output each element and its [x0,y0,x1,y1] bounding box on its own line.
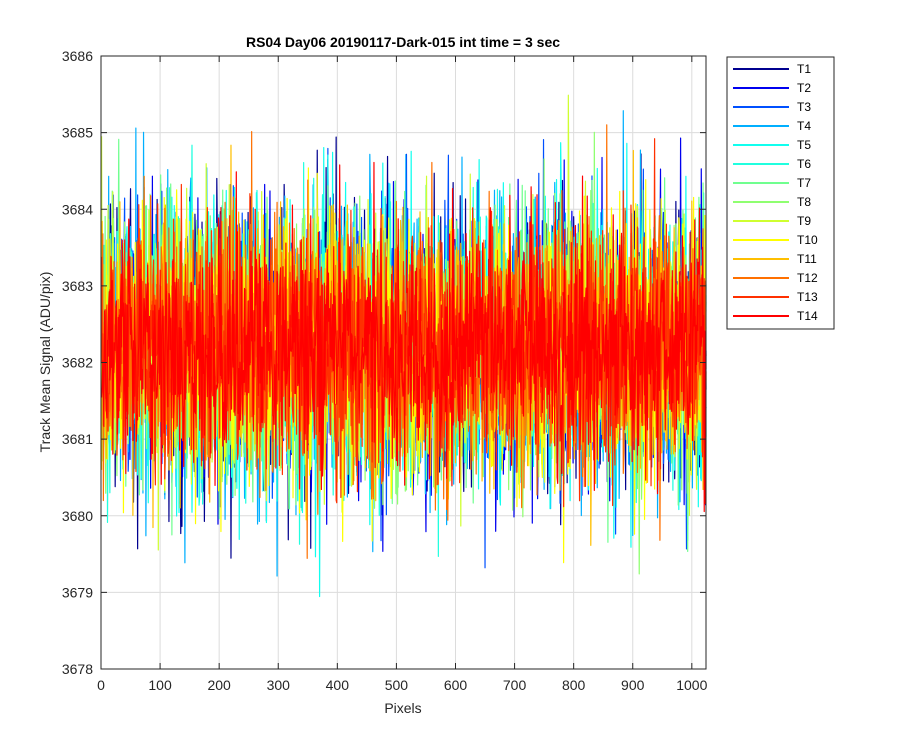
y-tick-label: 3683 [62,278,93,294]
y-tick-label: 3679 [62,584,93,600]
legend-label-t13: T13 [797,290,818,304]
legend-label-t5: T5 [797,138,811,152]
legend-label-t4: T4 [797,119,811,133]
x-tick-label: 600 [444,677,468,693]
x-tick-label: 1000 [676,677,707,693]
x-tick-label: 200 [207,677,231,693]
x-tick-label: 800 [562,677,586,693]
legend: T1 T2 T3 T4 T5 T6 T7 T8 T9 T10 T11 T12 T13 T14 [726,56,835,330]
legend-label-t3: T3 [797,100,811,114]
x-tick-label: 300 [267,677,291,693]
legend-label-t2: T2 [797,81,811,95]
x-tick-label: 500 [385,677,409,693]
y-axis: 3678 3679 3680 3681 3682 3683 3684 3685 3686 [62,48,706,677]
series-line-t14 [100,161,707,513]
x-tick-label: 400 [326,677,350,693]
y-tick-label: 3682 [62,355,93,371]
y-tick-label: 3684 [62,201,93,217]
legend-box [726,56,835,330]
x-tick-label: 900 [621,677,645,693]
legend-label-t11: T11 [797,252,817,266]
legend-label-t14: T14 [797,309,818,323]
x-axis-label: Pixels [384,700,421,716]
y-tick-label: 3680 [62,508,93,524]
legend-label-t12: T12 [797,271,818,285]
y-tick-label: 3686 [62,48,93,64]
y-axis-label: Track Mean Signal (ADU/pix) [37,272,53,453]
x-tick-label: 100 [148,677,172,693]
series-lines [100,94,707,598]
legend-label-t10: T10 [797,233,818,247]
x-tick-label: 700 [503,677,527,693]
legend-label-t7: T7 [797,176,811,190]
legend-label-t8: T8 [797,195,811,209]
y-tick-label: 3678 [62,661,93,677]
legend-label-t6: T6 [797,157,811,171]
y-tick-label: 3681 [62,431,93,447]
x-axis: 0 100 200 300 400 500 600 700 800 900 1000 [97,56,708,693]
legend-label-t9: T9 [797,214,811,228]
x-tick-label: 0 [97,677,105,693]
chart-title: RS04 Day06 20190117-Dark-015 int time = … [246,34,560,50]
y-tick-label: 3685 [62,125,93,141]
legend-label-t1: T1 [797,62,811,76]
